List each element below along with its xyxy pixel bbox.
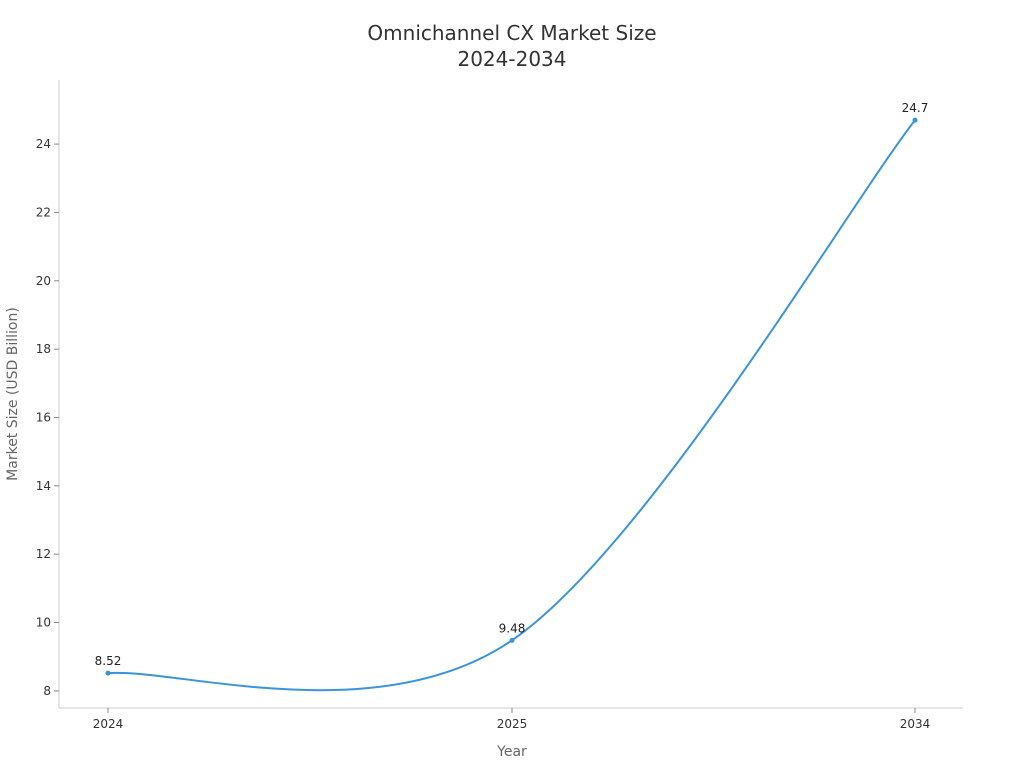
data-point	[105, 670, 111, 676]
x-axis-title: Year	[496, 744, 527, 760]
data-label: 24.7	[902, 101, 929, 115]
x-tick-label: 2034	[900, 717, 931, 731]
y-axis-title: Market Size (USD Billion)	[5, 307, 21, 481]
y-tick-label: 8	[43, 684, 51, 698]
x-tick-label: 2025	[497, 717, 528, 731]
x-axis-ticks: 2024 2025 2034	[93, 708, 931, 731]
data-label: 9.48	[499, 621, 526, 635]
chart-title: Omnichannel CX Market Size	[367, 21, 656, 45]
y-tick-label: 18	[36, 342, 51, 356]
y-tick-label: 16	[36, 411, 51, 425]
data-point	[509, 637, 515, 643]
y-tick-label: 20	[36, 274, 51, 288]
chart-subtitle: 2024-2034	[457, 47, 566, 71]
y-tick-label: 12	[36, 547, 51, 561]
data-label: 8.52	[95, 654, 122, 668]
series-line	[107, 119, 916, 692]
series-group: 8.52 9.48 24.7	[95, 101, 929, 692]
y-tick-label: 24	[36, 137, 51, 151]
y-tick-label: 22	[36, 205, 51, 219]
y-tick-label: 10	[36, 616, 51, 630]
x-tick-label: 2024	[93, 717, 124, 731]
y-tick-label: 14	[36, 479, 51, 493]
y-axis-ticks: 8 10 12 14 16 18 20 22 24	[36, 137, 59, 698]
data-point	[912, 117, 918, 123]
